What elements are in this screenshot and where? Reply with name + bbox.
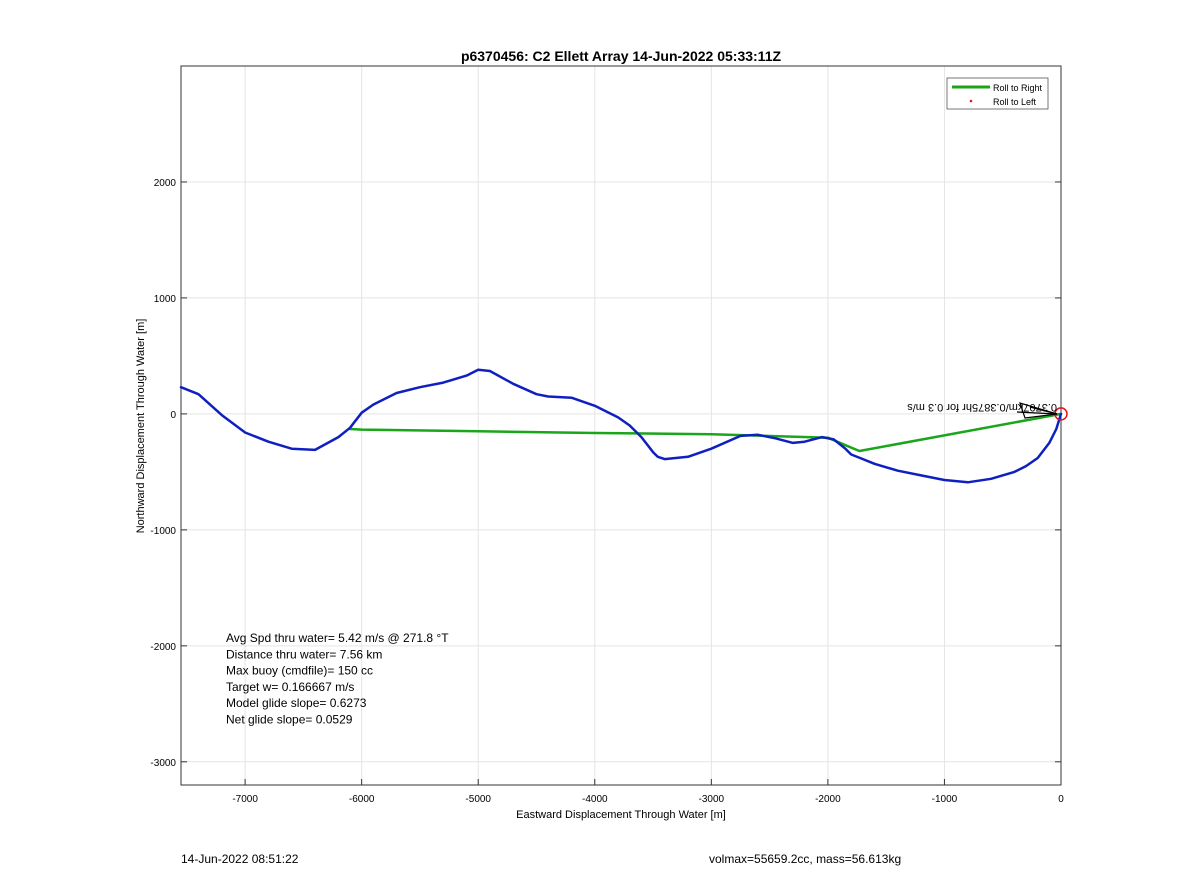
arrow-shaft xyxy=(1016,411,1058,415)
x-tick-label: -4000 xyxy=(582,794,608,805)
y-tick-label: -2000 xyxy=(150,642,176,653)
x-axis-label: Eastward Displacement Through Water [m] xyxy=(516,809,726,821)
y-tick-label: 0 xyxy=(170,410,176,421)
x-tick-label: -5000 xyxy=(465,794,491,805)
series-line-track xyxy=(179,368,1063,484)
x-tick-label: -6000 xyxy=(349,794,375,805)
chart-title: p6370456: C2 Ellett Array 14-Jun-2022 05… xyxy=(461,48,782,64)
arrow-head-icon xyxy=(1019,402,1058,419)
arrow-label: 0.3707km/0.3875hr for 0.3 m/s xyxy=(907,401,1057,413)
y-tick-label: 1000 xyxy=(154,294,177,305)
x-tick-label: -7000 xyxy=(232,794,258,805)
legend-label-roll-left: Roll to Left xyxy=(993,97,1037,107)
annotation-line: Net glide slope= 0.0529 xyxy=(226,713,353,727)
x-axis: -7000 -6000 -5000 -4000 -3000 -2000 -1000 0 xyxy=(232,779,1064,805)
x-tick-label: 0 xyxy=(1058,794,1064,805)
legend-label-roll-right: Roll to Right xyxy=(993,83,1043,93)
plot-area xyxy=(180,65,1062,786)
footer-vehicle-info: volmax=55659.2cc, mass=56.613kg xyxy=(709,852,902,866)
series-layer xyxy=(179,368,1063,484)
annotation-line: Model glide slope= 0.6273 xyxy=(226,696,367,710)
annotation-line: Distance thru water= 7.56 km xyxy=(226,647,382,661)
y-axis-label: Northward Displacement Through Water [m] xyxy=(135,319,147,534)
series-line-roll-right xyxy=(348,412,1063,453)
legend-box xyxy=(946,77,1049,110)
legend: Roll to Right Roll to Left xyxy=(946,77,1049,110)
current-arrow: 0.3707km/0.3875hr for 0.3 m/s xyxy=(907,401,1058,419)
y-tick-label: -3000 xyxy=(150,758,176,769)
x-tick-label: -2000 xyxy=(815,794,841,805)
y-tick-label: -1000 xyxy=(150,526,176,537)
y-axis: 2000 1000 0 -1000 -2000 -3000 xyxy=(150,178,1061,769)
annotations: Avg Spd thru water= 5.42 m/s @ 271.8 °T D… xyxy=(226,631,449,727)
x-tick-label: -1000 xyxy=(932,794,958,805)
annotation-line: Avg Spd thru water= 5.42 m/s @ 271.8 °T xyxy=(226,631,449,645)
footer-timestamp: 14-Jun-2022 08:51:22 xyxy=(181,852,299,866)
legend-swatch-roll-left xyxy=(969,99,973,103)
annotation-line: Max buoy (cmdfile)= 150 cc xyxy=(226,664,373,678)
y-tick-label: 2000 xyxy=(154,178,177,189)
grid xyxy=(181,66,1062,785)
arrow-shaft-2 xyxy=(1029,406,1058,415)
x-tick-label: -3000 xyxy=(699,794,725,805)
annotation-line: Target w= 0.166667 m/s xyxy=(226,680,354,694)
